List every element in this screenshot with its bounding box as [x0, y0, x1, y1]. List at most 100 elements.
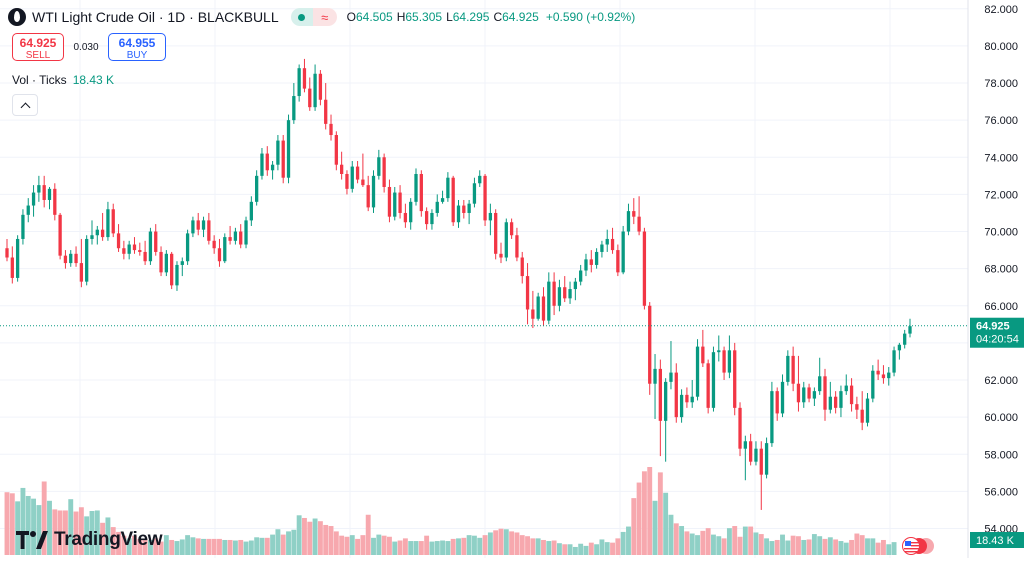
candle-body — [180, 261, 184, 265]
candle-body — [207, 220, 211, 241]
candle-body — [823, 376, 827, 410]
candle-body — [53, 188, 57, 215]
candle-body — [775, 391, 779, 414]
candle-body — [265, 153, 269, 171]
candle-body — [855, 404, 859, 410]
candle-body — [217, 248, 222, 262]
candle-body — [594, 251, 599, 265]
collapse-legend-button[interactable] — [12, 94, 38, 116]
candle-body — [733, 350, 737, 408]
candle-body — [478, 175, 482, 184]
candle-body — [701, 346, 705, 364]
candle-body — [791, 355, 795, 384]
candle-body — [589, 259, 593, 265]
candle-body — [451, 177, 455, 223]
candle-body — [170, 253, 174, 286]
candle-body — [111, 209, 115, 234]
candle-body — [212, 240, 216, 249]
candle-body — [122, 248, 126, 254]
volume-bar — [748, 526, 754, 555]
volume-bar — [429, 541, 435, 555]
tradingview-logo[interactable]: TradingView — [16, 527, 163, 553]
candle-body — [600, 244, 604, 252]
volume-bar — [174, 541, 180, 555]
candle-body — [717, 350, 721, 353]
candle-body — [679, 394, 684, 418]
volume-bar — [323, 524, 329, 555]
volume-bar — [280, 534, 286, 555]
volume-bar — [578, 543, 584, 555]
market-status-icon[interactable] — [290, 8, 313, 26]
sell-button[interactable]: 64.925 SELL — [12, 33, 64, 61]
price-tick-label: 82.000 — [984, 4, 1018, 16]
volume-bar — [381, 535, 387, 555]
volume-bar — [41, 481, 47, 555]
candle-body — [499, 253, 503, 258]
tradingview-logo-icon — [16, 531, 48, 549]
volume-bar — [673, 523, 679, 555]
candle-body — [674, 372, 678, 418]
candle-body — [844, 385, 848, 392]
candle-body — [377, 157, 381, 176]
volume-bar — [100, 522, 106, 555]
volume-bar — [498, 528, 504, 555]
candle-body — [143, 251, 147, 262]
candle-body — [669, 372, 673, 382]
volume-legend[interactable]: Vol · Ticks 18.43 K — [12, 73, 114, 87]
candle-body — [132, 244, 137, 251]
candle-body — [148, 231, 153, 262]
candle-body — [547, 281, 551, 321]
volume-bar — [758, 534, 764, 555]
volume-bar — [742, 526, 748, 555]
us-flag-icon[interactable] — [900, 537, 936, 555]
candle-body — [584, 259, 588, 271]
candle-body — [754, 448, 758, 462]
volume-bar — [185, 535, 191, 555]
candle-body — [329, 123, 333, 136]
candle-body — [770, 391, 774, 444]
candle-body — [818, 376, 822, 392]
candle-body — [531, 309, 535, 319]
volume-bar — [163, 535, 169, 555]
price-tick-label: 66.000 — [984, 301, 1018, 313]
volume-bar — [790, 535, 796, 555]
volume-bar — [530, 538, 536, 555]
volume-bar — [514, 532, 520, 555]
candle-body — [244, 220, 248, 245]
candle-body — [472, 183, 477, 204]
candle-body — [440, 198, 445, 202]
ohlc-high: 65.305 — [405, 10, 443, 24]
candle-body — [233, 231, 238, 241]
volume-bar — [349, 535, 355, 555]
candle-body — [276, 140, 280, 165]
volume-bar — [286, 531, 291, 555]
volume-bar — [456, 538, 461, 555]
wave-icon[interactable]: ≈ — [312, 8, 337, 26]
candle-body — [504, 222, 508, 258]
volume-bar — [668, 514, 674, 555]
candle-body — [568, 289, 572, 299]
symbol-title[interactable]: WTI Light Crude Oil · 1D · BLACKBULL — [32, 9, 279, 25]
volume-bar — [880, 539, 886, 555]
candle-body — [10, 257, 14, 278]
symbol-logo-icon[interactable] — [8, 8, 26, 26]
candle-body — [302, 68, 307, 89]
candle-body — [297, 68, 301, 97]
spread-value: 0.030 — [73, 41, 99, 53]
candle-body — [318, 73, 323, 100]
candle-body — [69, 253, 73, 264]
volume-bar — [695, 535, 700, 555]
volume-bar — [599, 539, 605, 555]
candle-body — [892, 350, 896, 373]
candle-body — [350, 166, 354, 189]
volume-bar — [785, 540, 791, 555]
price-tick-label: 76.000 — [984, 115, 1018, 127]
volume-bar — [875, 542, 881, 555]
buy-button[interactable]: 64.955 BUY — [108, 33, 166, 61]
volume-bar — [827, 537, 833, 555]
volume-bar — [355, 538, 361, 555]
volume-bar — [217, 538, 222, 555]
candle-body — [483, 175, 487, 221]
